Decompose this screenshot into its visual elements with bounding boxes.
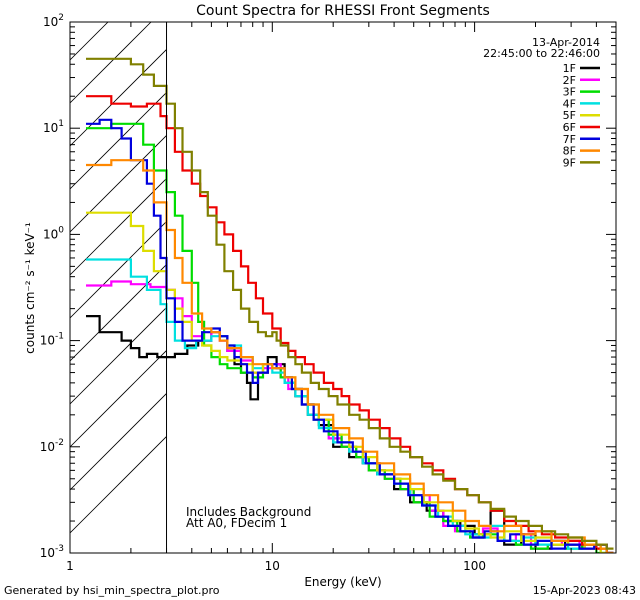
y-tick-label: 102 xyxy=(43,13,64,29)
hatch-line xyxy=(70,91,167,190)
legend-label-7F: 7F xyxy=(563,133,576,146)
hatch-line xyxy=(70,349,167,448)
y-axis-label: counts cm⁻² s⁻¹ keV⁻¹ xyxy=(23,222,37,354)
series-9F-line xyxy=(86,57,614,550)
hatch-line xyxy=(70,177,167,276)
legend-label-5F: 5F xyxy=(563,109,576,122)
hatch-line xyxy=(70,435,167,534)
y-tick-label: 10-1 xyxy=(40,332,64,348)
hatch-line xyxy=(70,134,167,233)
axes: 1 10 100 10-3 10-2 10-1 100 101 102 xyxy=(40,13,617,573)
series-4F-line xyxy=(86,258,608,553)
legend-label-8F: 8F xyxy=(563,145,576,158)
chart-title: Count Spectra for RHESSI Front Segments xyxy=(196,3,490,19)
observation-date: 13-Apr-2014 xyxy=(532,36,600,49)
legend-label-9F: 9F xyxy=(563,156,576,169)
x-tick-label: 10 xyxy=(265,559,280,573)
legend-label-6F: 6F xyxy=(563,121,576,134)
legend-label-4F: 4F xyxy=(563,97,576,110)
footer-timestamp: 15-Apr-2023 08:43 xyxy=(533,584,636,597)
y-tick-label: 10-3 xyxy=(40,544,64,560)
hatch-line xyxy=(70,306,167,405)
time-range: 22:45:00 to 22:46:00 xyxy=(483,47,600,60)
x-tick-label: 100 xyxy=(463,559,486,573)
legend-label-2F: 2F xyxy=(563,74,576,87)
hatch-line xyxy=(70,263,167,362)
x-tick-label: 1 xyxy=(66,559,74,573)
legend-label-1F: 1F xyxy=(563,62,576,75)
hatch-line xyxy=(70,220,167,319)
legend-label-3F: 3F xyxy=(563,86,576,99)
x-axis-label: Energy (keV) xyxy=(304,575,381,589)
annotation-attenuator: Att A0, FDecim 1 xyxy=(186,516,287,530)
annotation-background: Includes Background xyxy=(186,505,311,519)
series-6F-line xyxy=(86,95,614,553)
y-tick-label: 101 xyxy=(43,119,64,135)
y-tick-label: 10-2 xyxy=(40,438,64,454)
plot-frame xyxy=(69,21,617,554)
y-tick-label: 100 xyxy=(43,225,64,241)
series-8F-line xyxy=(86,159,614,553)
generated-by-note: Generated by hsi_min_spectra_plot.pro xyxy=(4,584,220,597)
hatch-line xyxy=(70,392,167,491)
